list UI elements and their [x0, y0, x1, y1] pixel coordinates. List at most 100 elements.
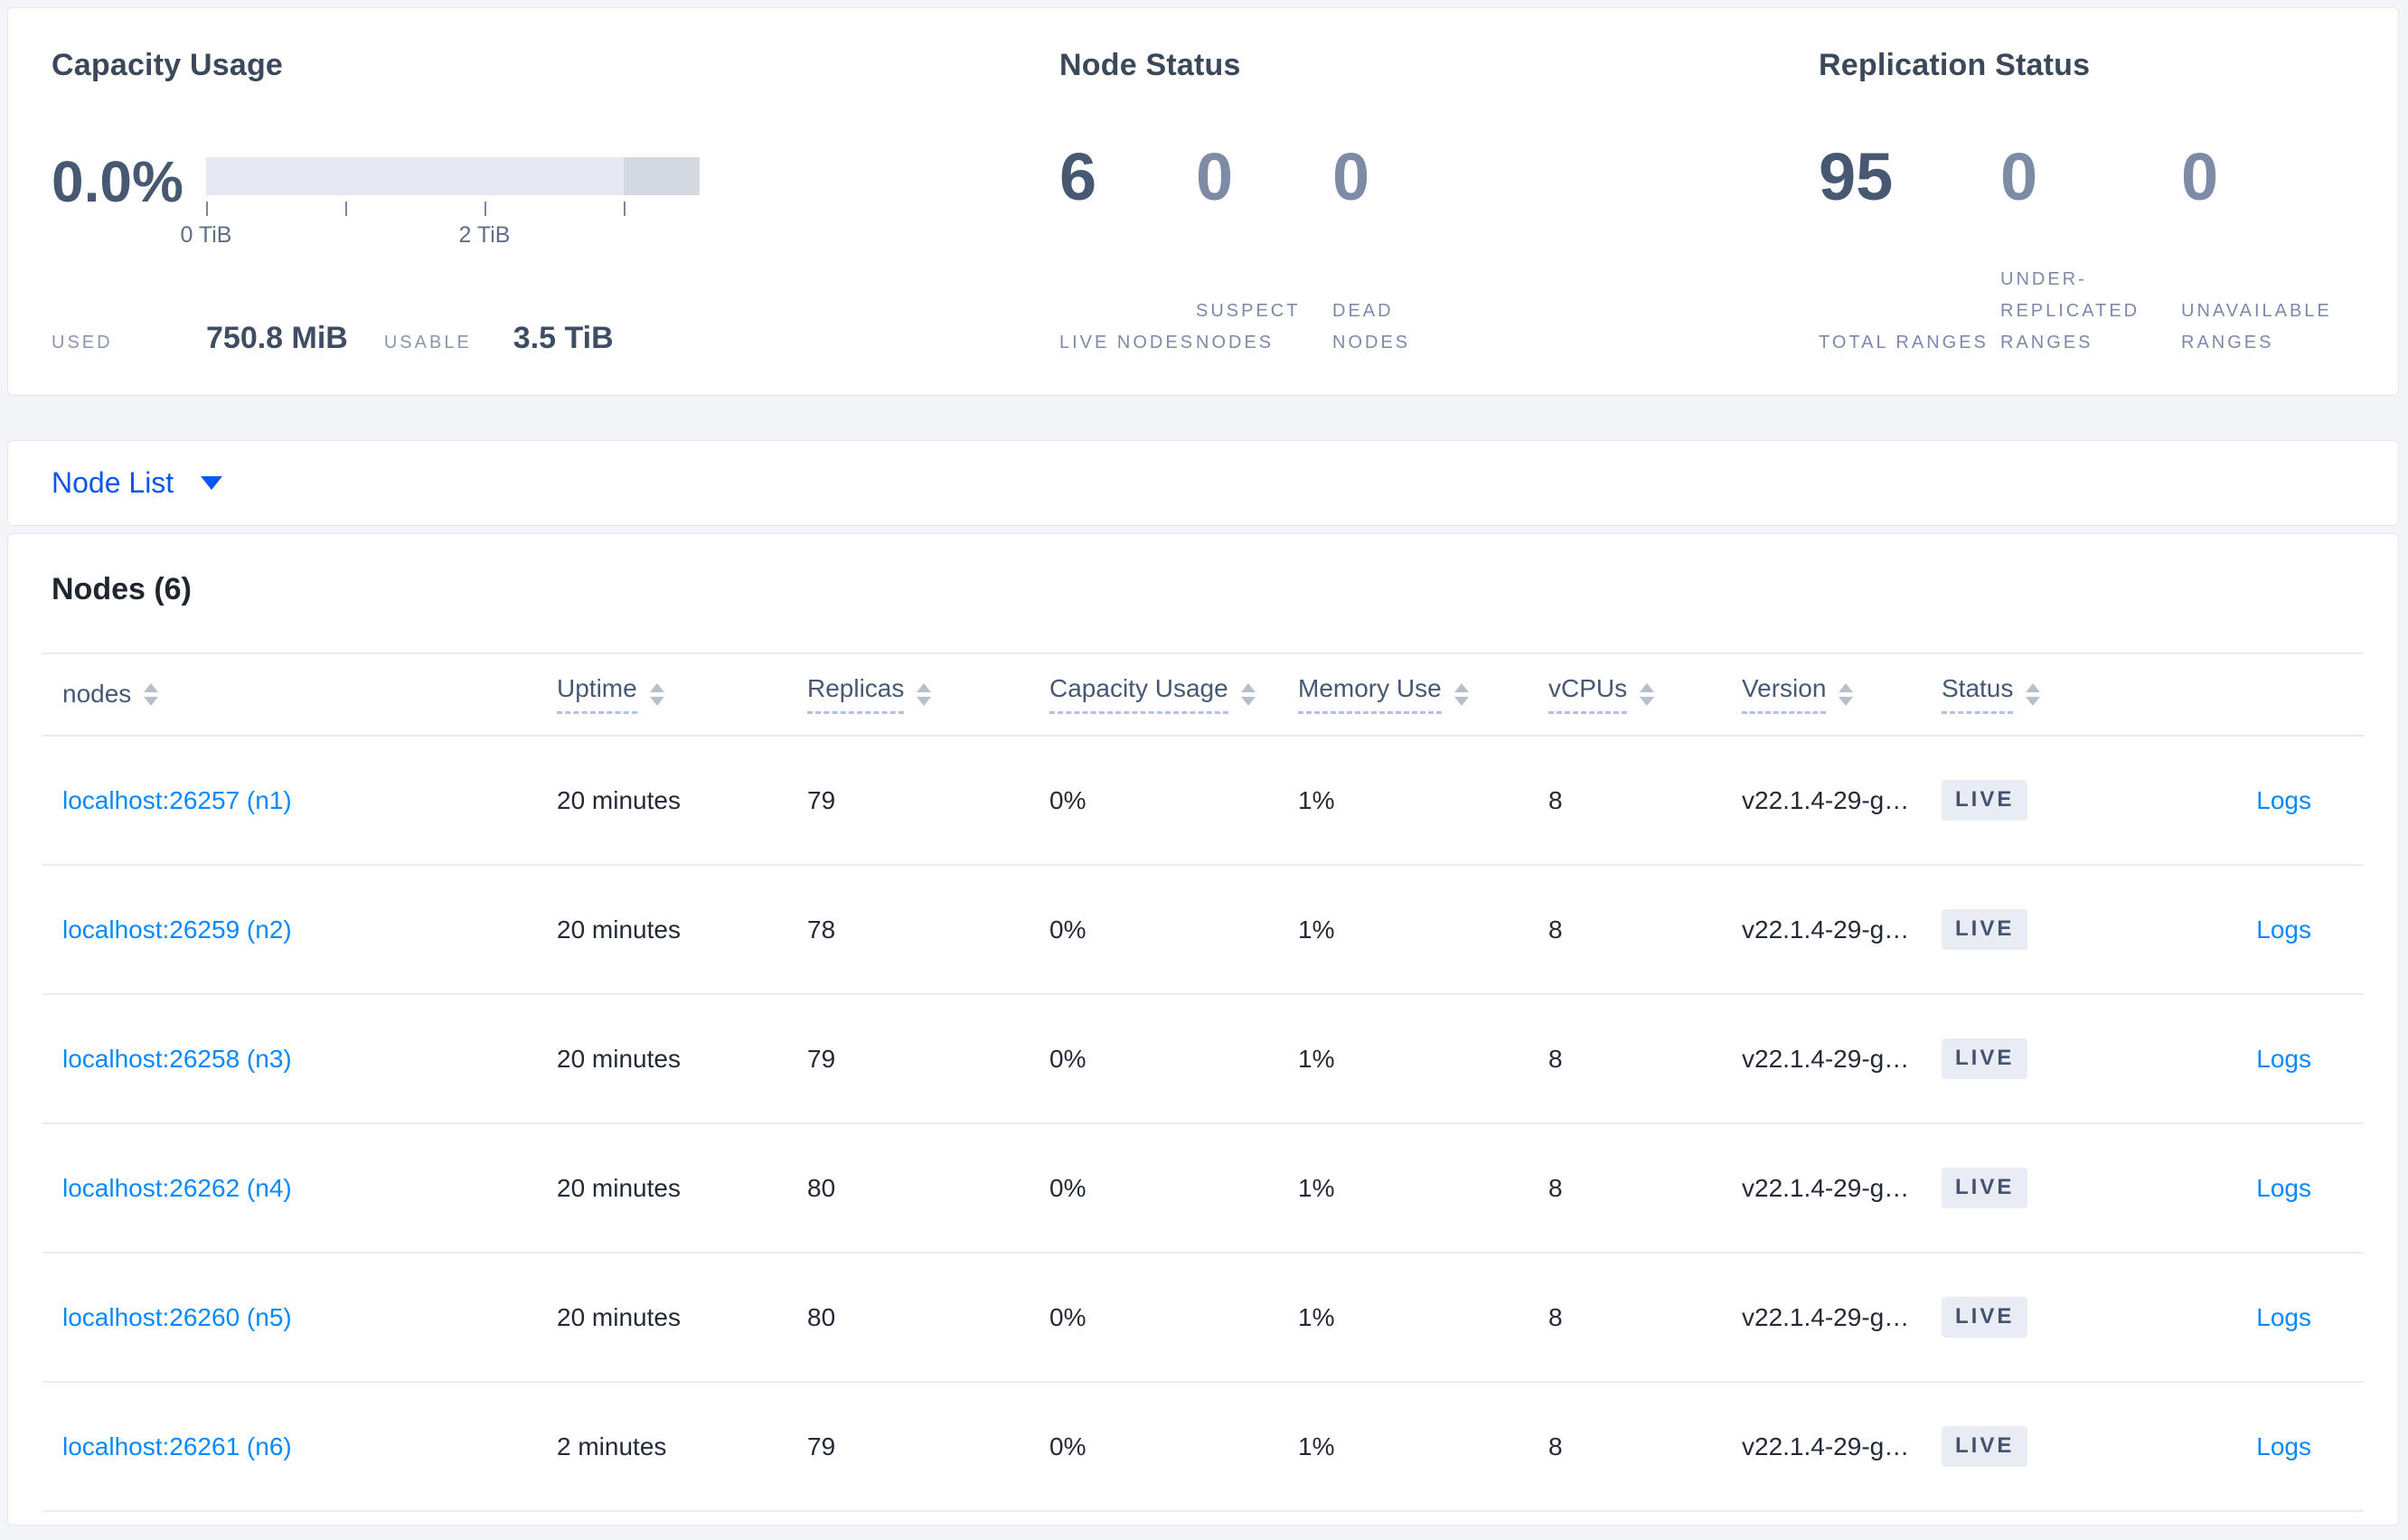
status-cell: LIVE [1942, 1426, 2152, 1467]
uptime-cell: 20 minutes [557, 1302, 681, 1331]
column-header-node[interactable]: nodes [42, 680, 557, 709]
status-cell: LIVE [1942, 1168, 2152, 1208]
node-link[interactable]: localhost:26258 (n3) [62, 1044, 292, 1073]
stat-label: DEAD NODES [1332, 301, 1411, 352]
nodes-table-header-row: nodes Uptime Replicas Capacity Usage Memory … [42, 653, 2364, 737]
used-label: USED [52, 333, 113, 352]
stat-value: 0 [1196, 139, 1234, 214]
sort-icon [649, 682, 664, 706]
logs-cell: Logs [2152, 1045, 2364, 1074]
node-address-cell: localhost:26261 (n6) [42, 1432, 557, 1461]
logs-link[interactable]: Logs [2256, 785, 2311, 814]
uptime-cell: 2 minutes [557, 1432, 667, 1460]
column-header-vcpus[interactable]: vCPUs [1548, 674, 1742, 714]
node-list-dropdown-label[interactable]: Node List [52, 466, 174, 499]
vcpus-cell: 8 [1548, 915, 1563, 944]
logs-cell: Logs [2152, 1303, 2364, 1332]
vcpus-cell: 8 [1548, 785, 1563, 814]
column-header-label: nodes [62, 680, 132, 709]
node-status-panel: Node Status 6 LIVE NODES 0 SUSPECT NODES 0 DE… [1059, 8, 1764, 395]
column-header-status[interactable]: Status [1942, 674, 2152, 714]
column-header-label: Capacity Usage [1049, 674, 1228, 714]
nodes-table-body: localhost:26257 (n1) 20 minutes 79 0% 1% 8 v22… [42, 737, 2364, 1512]
sort-icon [1240, 682, 1256, 706]
nodes-section-title: Nodes (6) [52, 572, 192, 606]
live-status-badge: LIVE [1942, 780, 2028, 821]
capacity-gauge-track [206, 157, 700, 195]
stat-label: UNDER-REPLICATED RANGES [2000, 269, 2140, 352]
live-status-badge: LIVE [1942, 1297, 2028, 1338]
memory-use-cell: 1% [1298, 1302, 1335, 1331]
node-link[interactable]: localhost:26262 (n4) [62, 1173, 292, 1202]
capacity-usage-cell: 0% [1049, 1044, 1086, 1073]
capacity-usage-cell: 0% [1049, 785, 1086, 814]
node-address-cell: localhost:26258 (n3) [42, 1045, 557, 1074]
stat-value: 0 [2181, 139, 2219, 214]
node-link[interactable]: localhost:26260 (n5) [62, 1302, 292, 1331]
column-header-label: vCPUs [1548, 674, 1628, 714]
replication-status-stats: 95 TOTAL RANGES 0 UNDER-REPLICATED RANGES 0 U… [1819, 144, 2398, 359]
column-header-memory[interactable]: Memory Use [1298, 674, 1548, 714]
logs-link[interactable]: Logs [2256, 1432, 2311, 1460]
capacity-usage-panel: Capacity Usage 0.0% 0 TiB 2 TiB USED 750.… [52, 8, 1001, 395]
live-status-badge: LIVE [1942, 1168, 2028, 1208]
logs-cell: Logs [2152, 1432, 2364, 1461]
node-address-cell: localhost:26260 (n5) [42, 1303, 557, 1332]
stat-label: SUSPECT NODES [1196, 301, 1301, 352]
node-link[interactable]: localhost:26261 (n6) [62, 1432, 292, 1460]
axis-tick [206, 202, 208, 216]
stat-dead-nodes: 0 DEAD NODES [1332, 144, 1469, 359]
capacity-percent: 0.0% [52, 149, 183, 214]
capacity-usage-cell: 0% [1049, 915, 1086, 944]
memory-use-cell: 1% [1298, 1044, 1335, 1073]
vcpus-cell: 8 [1548, 1173, 1563, 1202]
stat-under-replicated-ranges: 0 UNDER-REPLICATED RANGES [2000, 144, 2181, 359]
capacity-usage-cell: 0% [1049, 1302, 1086, 1331]
node-link[interactable]: localhost:26257 (n1) [62, 785, 292, 814]
capacity-usage-cell: 0% [1049, 1432, 1086, 1460]
column-header-replicas[interactable]: Replicas [807, 674, 1049, 714]
logs-link[interactable]: Logs [2256, 1044, 2311, 1073]
logs-link[interactable]: Logs [2256, 1173, 2311, 1202]
node-list-dropdown[interactable]: Node List [8, 441, 2398, 525]
status-cell: LIVE [1942, 1297, 2152, 1338]
logs-link[interactable]: Logs [2256, 1302, 2311, 1331]
node-link[interactable]: localhost:26259 (n2) [62, 915, 292, 944]
column-header-label: Memory Use [1298, 674, 1442, 714]
column-header-label: Replicas [807, 674, 905, 714]
table-row: localhost:26257 (n1) 20 minutes 79 0% 1% 8 v22… [42, 737, 2364, 866]
memory-use-cell: 1% [1298, 1432, 1335, 1460]
version-cell: v22.1.4-29-g… [1742, 785, 1910, 814]
capacity-used-usable-row: USED 750.8 MiB USABLE 3.5 TiB [52, 321, 614, 356]
version-cell: v22.1.4-29-g… [1742, 1302, 1910, 1331]
stat-value: 0 [2000, 139, 2038, 214]
used-value: 750.8 MiB [206, 321, 348, 355]
capacity-usage-title: Capacity Usage [52, 48, 284, 82]
version-cell: v22.1.4-29-g… [1742, 1432, 1910, 1460]
version-cell: v22.1.4-29-g… [1742, 1173, 1910, 1202]
logs-cell: Logs [2152, 1174, 2364, 1203]
sort-icon [917, 682, 932, 706]
replication-status-panel: Replication Status 95 TOTAL RANGES 0 UNDER-… [1819, 8, 2379, 395]
axis-tick-label: 2 TiB [458, 222, 511, 248]
axis-tick [345, 202, 347, 216]
stat-value: 0 [1332, 139, 1370, 214]
column-header-label: Status [1942, 674, 2014, 714]
logs-link[interactable]: Logs [2256, 915, 2311, 944]
table-row: localhost:26262 (n4) 20 minutes 80 0% 1% 8 v22… [42, 1124, 2364, 1254]
axis-tick [624, 202, 626, 216]
uptime-cell: 20 minutes [557, 1044, 681, 1073]
version-cell: v22.1.4-29-g… [1742, 1044, 1910, 1073]
table-row: localhost:26258 (n3) 20 minutes 79 0% 1% 8 v22… [42, 995, 2364, 1124]
replicas-cell: 79 [807, 785, 836, 814]
nodes-table-card: Nodes (6) nodes Uptime Replicas Capacity Us… [7, 533, 2399, 1526]
sort-icon [2026, 682, 2041, 706]
usable-label: USABLE [383, 333, 472, 352]
column-header-version[interactable]: Version [1742, 674, 1942, 714]
uptime-cell: 20 minutes [557, 915, 681, 944]
table-row: localhost:26260 (n5) 20 minutes 80 0% 1% 8 v22… [42, 1254, 2364, 1383]
column-header-capacity[interactable]: Capacity Usage [1049, 674, 1298, 714]
axis-tick-label: 0 TiB [180, 222, 232, 248]
column-header-uptime[interactable]: Uptime [557, 674, 807, 714]
